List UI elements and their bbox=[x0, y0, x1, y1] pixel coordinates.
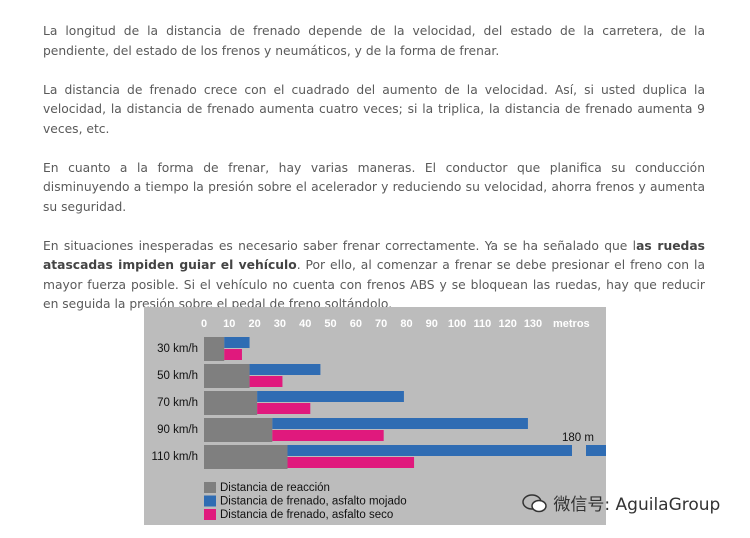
legend-swatch bbox=[204, 495, 216, 507]
x-tick-label: 100 bbox=[448, 318, 466, 330]
bar bbox=[204, 418, 273, 442]
x-axis-label: metros bbox=[553, 318, 590, 330]
wechat-icon bbox=[522, 494, 547, 513]
text: En situaciones inesperadas es necesario … bbox=[43, 238, 637, 253]
paragraph: En situaciones inesperadas es necesario … bbox=[43, 237, 705, 315]
x-tick-label: 50 bbox=[324, 318, 336, 330]
legend-swatch bbox=[204, 482, 216, 493]
x-tick-label: 0 bbox=[201, 318, 207, 330]
text: La longitud de la distancia de frenado d… bbox=[43, 24, 705, 58]
article: La longitud de la distancia de frenado d… bbox=[43, 22, 705, 334]
paragraph: La distancia de frenado crece con el cua… bbox=[43, 81, 705, 140]
annotation: 180 m bbox=[562, 432, 594, 444]
bar bbox=[224, 337, 250, 348]
x-tick-label: 70 bbox=[375, 318, 387, 330]
bar bbox=[204, 337, 225, 361]
legend-swatch bbox=[204, 509, 216, 520]
bar bbox=[204, 391, 258, 415]
bar bbox=[287, 457, 415, 468]
legend-label: Distancia de frenado, asfalto mojado bbox=[220, 496, 407, 508]
bar bbox=[204, 445, 288, 469]
watermark: 微信号: AguilaGroup bbox=[522, 490, 720, 515]
x-tick-label: 110 bbox=[474, 318, 492, 330]
legend-label: Distancia de reacción bbox=[220, 482, 330, 494]
x-tick-label: 20 bbox=[248, 318, 260, 330]
bar bbox=[204, 364, 250, 388]
category-label: 70 km/h bbox=[157, 397, 198, 409]
bar bbox=[272, 418, 528, 429]
paragraph: En cuanto a la forma de frenar, hay vari… bbox=[43, 159, 705, 218]
x-tick-label: 60 bbox=[350, 318, 362, 330]
bar bbox=[224, 349, 242, 360]
legend-label: Distancia de frenado, asfalto seco bbox=[220, 509, 393, 521]
bar bbox=[257, 403, 311, 414]
x-tick-label: 120 bbox=[499, 318, 517, 330]
category-label: 90 km/h bbox=[157, 424, 198, 436]
text: . Por ello, al comenzar a frenar se debe… bbox=[43, 258, 705, 311]
text: La distancia de frenado crece con el cua… bbox=[43, 82, 705, 136]
x-tick-label: 40 bbox=[299, 318, 311, 330]
category-label: 30 km/h bbox=[157, 343, 198, 355]
watermark-text: 微信号: AguilaGroup bbox=[553, 495, 721, 515]
bar bbox=[249, 364, 321, 375]
chart: 0 10 20 30 40 50 60 70 80 90 100 110 120 130 metros 30 … bbox=[144, 307, 606, 525]
bar bbox=[287, 445, 606, 456]
bold-text: as ruedas atascadas impiden guiar el veh… bbox=[43, 238, 705, 273]
x-tick-label: 10 bbox=[223, 318, 235, 330]
category-label: 110 km/h bbox=[152, 451, 198, 463]
text: En cuanto a la forma de frenar, hay vari… bbox=[43, 160, 705, 214]
bar bbox=[272, 430, 384, 441]
category-label: 50 km/h bbox=[157, 370, 198, 382]
x-tick-label: 130 bbox=[524, 318, 542, 330]
paragraph: La longitud de la distancia de frenado d… bbox=[43, 22, 705, 61]
bar bbox=[249, 376, 283, 387]
bar bbox=[257, 391, 404, 402]
x-tick-label: 30 bbox=[274, 318, 286, 330]
x-tick-label: 90 bbox=[426, 318, 438, 330]
x-tick-label: 80 bbox=[400, 318, 412, 330]
